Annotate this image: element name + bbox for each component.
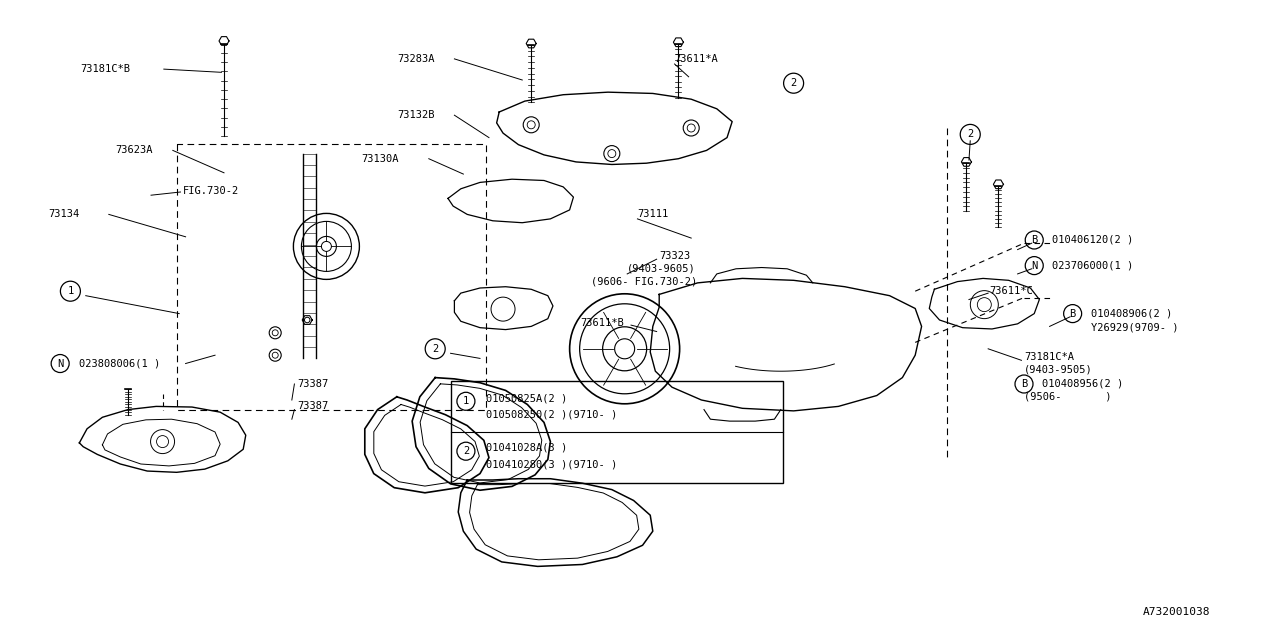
Text: 010410280(3 )(9710- ): 010410280(3 )(9710- ): [486, 460, 618, 470]
Text: 2: 2: [791, 78, 796, 88]
Text: N: N: [58, 358, 63, 369]
Text: (9606- FIG.730-2): (9606- FIG.730-2): [591, 276, 698, 287]
Text: 73181C*A: 73181C*A: [1024, 352, 1074, 362]
Text: 73181C*B: 73181C*B: [81, 64, 131, 74]
Text: 73132B: 73132B: [397, 110, 434, 120]
Text: 73387: 73387: [297, 401, 328, 412]
Text: 73111: 73111: [637, 209, 668, 220]
Text: 73611*A: 73611*A: [675, 54, 718, 64]
Text: 2: 2: [968, 129, 973, 140]
Text: 2: 2: [433, 344, 438, 354]
Text: 2: 2: [463, 446, 468, 456]
Text: A732001038: A732001038: [1143, 607, 1211, 617]
Text: (9403-9605): (9403-9605): [627, 264, 696, 274]
Text: 73323: 73323: [659, 251, 690, 261]
Text: B: B: [1032, 235, 1037, 245]
Text: N: N: [1032, 260, 1037, 271]
Text: 010408906(2 ): 010408906(2 ): [1091, 308, 1171, 319]
Text: B: B: [1021, 379, 1027, 389]
Bar: [451, 381, 783, 483]
Text: 023706000(1 ): 023706000(1 ): [1052, 260, 1133, 271]
Text: 73134: 73134: [49, 209, 79, 220]
Text: 01041028A(3 ): 01041028A(3 ): [486, 443, 567, 453]
Text: FIG.730-2: FIG.730-2: [183, 186, 239, 196]
Text: Y26929(9709- ): Y26929(9709- ): [1091, 323, 1178, 333]
Text: 73130A: 73130A: [361, 154, 398, 164]
Text: 73611*B: 73611*B: [580, 318, 623, 328]
Text: (9506-       ): (9506- ): [1024, 392, 1111, 402]
Text: 01050825A(2 ): 01050825A(2 ): [486, 393, 567, 403]
Text: 73387: 73387: [297, 379, 328, 389]
Text: 1: 1: [463, 396, 468, 406]
Text: 023808006(1 ): 023808006(1 ): [79, 358, 160, 369]
Text: 73623A: 73623A: [115, 145, 152, 156]
Text: B: B: [1070, 308, 1075, 319]
Text: 010406120(2 ): 010406120(2 ): [1052, 235, 1133, 245]
Text: 010408956(2 ): 010408956(2 ): [1042, 379, 1123, 389]
Text: (9403-9505): (9403-9505): [1024, 365, 1093, 375]
Text: 1: 1: [68, 286, 73, 296]
Text: 010508250(2 )(9710- ): 010508250(2 )(9710- ): [486, 410, 618, 420]
Text: 73611*C: 73611*C: [989, 286, 1033, 296]
Text: 73283A: 73283A: [397, 54, 434, 64]
